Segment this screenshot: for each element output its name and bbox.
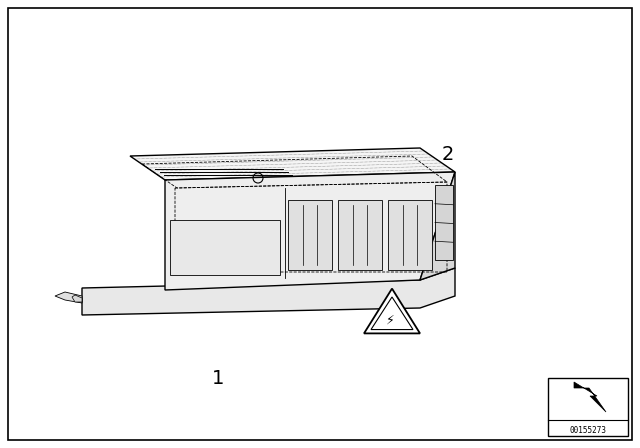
Text: 1: 1 [211,369,224,388]
Polygon shape [72,295,82,302]
Bar [170,220,280,275]
Bar [435,185,453,260]
Polygon shape [130,148,455,180]
Text: 00155273: 00155273 [570,426,607,435]
Text: 2: 2 [442,145,454,164]
Bar [548,378,628,436]
Text: ⚡: ⚡ [386,314,394,327]
Bar [288,200,332,270]
Polygon shape [364,289,420,333]
Bar [388,200,432,270]
Polygon shape [371,297,413,330]
Bar [338,200,382,270]
Polygon shape [574,382,606,412]
Polygon shape [82,268,455,315]
Polygon shape [420,172,455,280]
Polygon shape [55,292,82,303]
Polygon shape [165,172,455,290]
